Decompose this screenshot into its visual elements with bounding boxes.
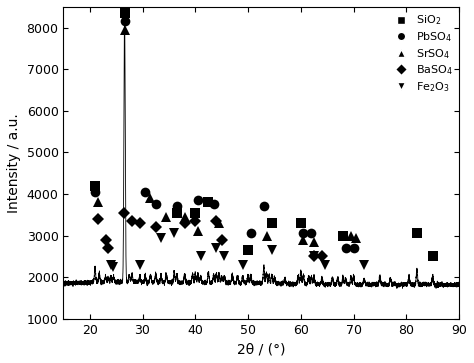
Legend: SiO$_2$, PbSO$_4$, SrSO$_4$, BaSO$_4$, Fe$_2$O$_3$: SiO$_2$, PbSO$_4$, SrSO$_4$, BaSO$_4$, F… — [385, 9, 457, 98]
X-axis label: 2θ / (°): 2θ / (°) — [237, 342, 285, 356]
Y-axis label: Intensity / a.u.: Intensity / a.u. — [7, 113, 21, 213]
